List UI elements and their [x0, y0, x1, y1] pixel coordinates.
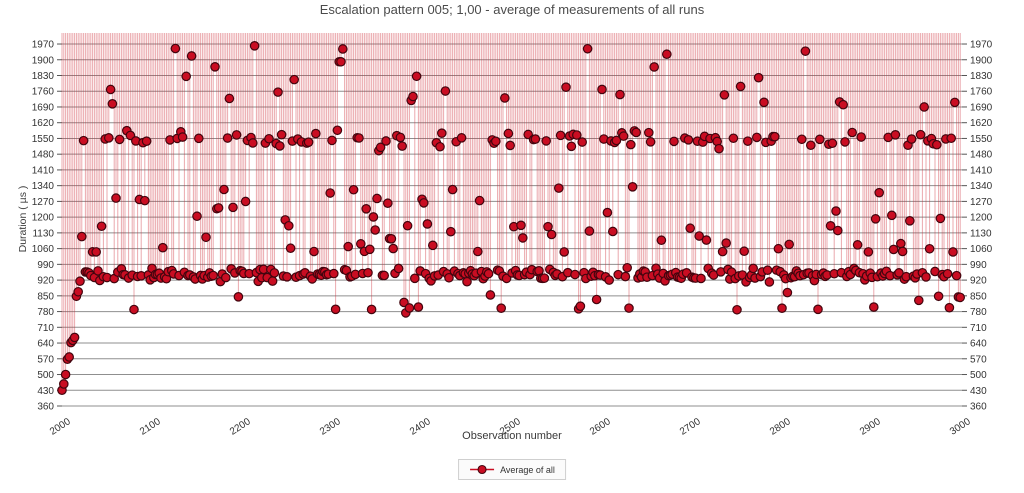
svg-text:1340: 1340: [32, 181, 55, 192]
svg-text:1200: 1200: [970, 213, 993, 224]
svg-text:1620: 1620: [32, 118, 55, 129]
series-marker-icon: [470, 464, 495, 475]
svg-text:1970: 1970: [32, 40, 55, 51]
svg-text:1830: 1830: [970, 71, 993, 82]
svg-text:1270: 1270: [32, 197, 55, 208]
svg-text:990: 990: [37, 260, 54, 271]
svg-text:1340: 1340: [970, 181, 993, 192]
svg-text:430: 430: [970, 386, 987, 397]
svg-text:1550: 1550: [32, 134, 55, 145]
svg-text:1130: 1130: [32, 228, 54, 239]
x-axis-label: Observation number: [462, 430, 562, 442]
svg-text:1760: 1760: [970, 87, 993, 98]
svg-text:1900: 1900: [970, 55, 993, 66]
svg-text:1970: 1970: [970, 40, 993, 51]
svg-text:570: 570: [970, 354, 987, 365]
legend-item-average-of-all: Average of all: [469, 464, 555, 475]
svg-text:1830: 1830: [32, 71, 55, 82]
svg-text:1620: 1620: [970, 118, 993, 129]
svg-text:1480: 1480: [32, 150, 55, 161]
svg-text:360: 360: [37, 402, 54, 413]
svg-text:430: 430: [37, 386, 54, 397]
svg-text:780: 780: [37, 307, 54, 318]
svg-text:1060: 1060: [970, 244, 993, 255]
svg-text:1270: 1270: [970, 197, 993, 208]
svg-text:710: 710: [970, 323, 987, 334]
svg-text:640: 640: [37, 339, 54, 350]
svg-text:920: 920: [970, 276, 987, 287]
svg-text:1410: 1410: [32, 165, 55, 176]
legend: Average of all: [458, 459, 566, 480]
svg-text:1550: 1550: [970, 134, 993, 145]
chart-title: Escalation pattern 005; 1,00 - average o…: [319, 2, 705, 17]
svg-text:850: 850: [37, 291, 54, 302]
svg-text:1480: 1480: [970, 150, 993, 161]
svg-text:990: 990: [970, 260, 987, 271]
svg-text:500: 500: [970, 370, 987, 381]
svg-text:1760: 1760: [32, 87, 55, 98]
svg-text:1690: 1690: [970, 102, 993, 113]
svg-text:850: 850: [970, 291, 987, 302]
svg-text:1130: 1130: [970, 228, 992, 239]
svg-text:570: 570: [37, 354, 54, 365]
svg-text:920: 920: [37, 276, 54, 287]
svg-text:1690: 1690: [32, 102, 55, 113]
svg-text:1060: 1060: [32, 244, 55, 255]
svg-text:360: 360: [970, 402, 987, 413]
svg-text:500: 500: [37, 370, 54, 381]
svg-text:780: 780: [970, 307, 987, 318]
svg-text:710: 710: [37, 323, 54, 334]
svg-text:640: 640: [970, 339, 987, 350]
svg-text:1200: 1200: [32, 213, 55, 224]
svg-text:1900: 1900: [32, 55, 55, 66]
legend-item-label: Average of all: [500, 464, 555, 475]
svg-text:1410: 1410: [970, 165, 993, 176]
plot-area: 360 360 430 430 500 500 570 570 640 640 710 710 780 7…: [32, 33, 993, 438]
